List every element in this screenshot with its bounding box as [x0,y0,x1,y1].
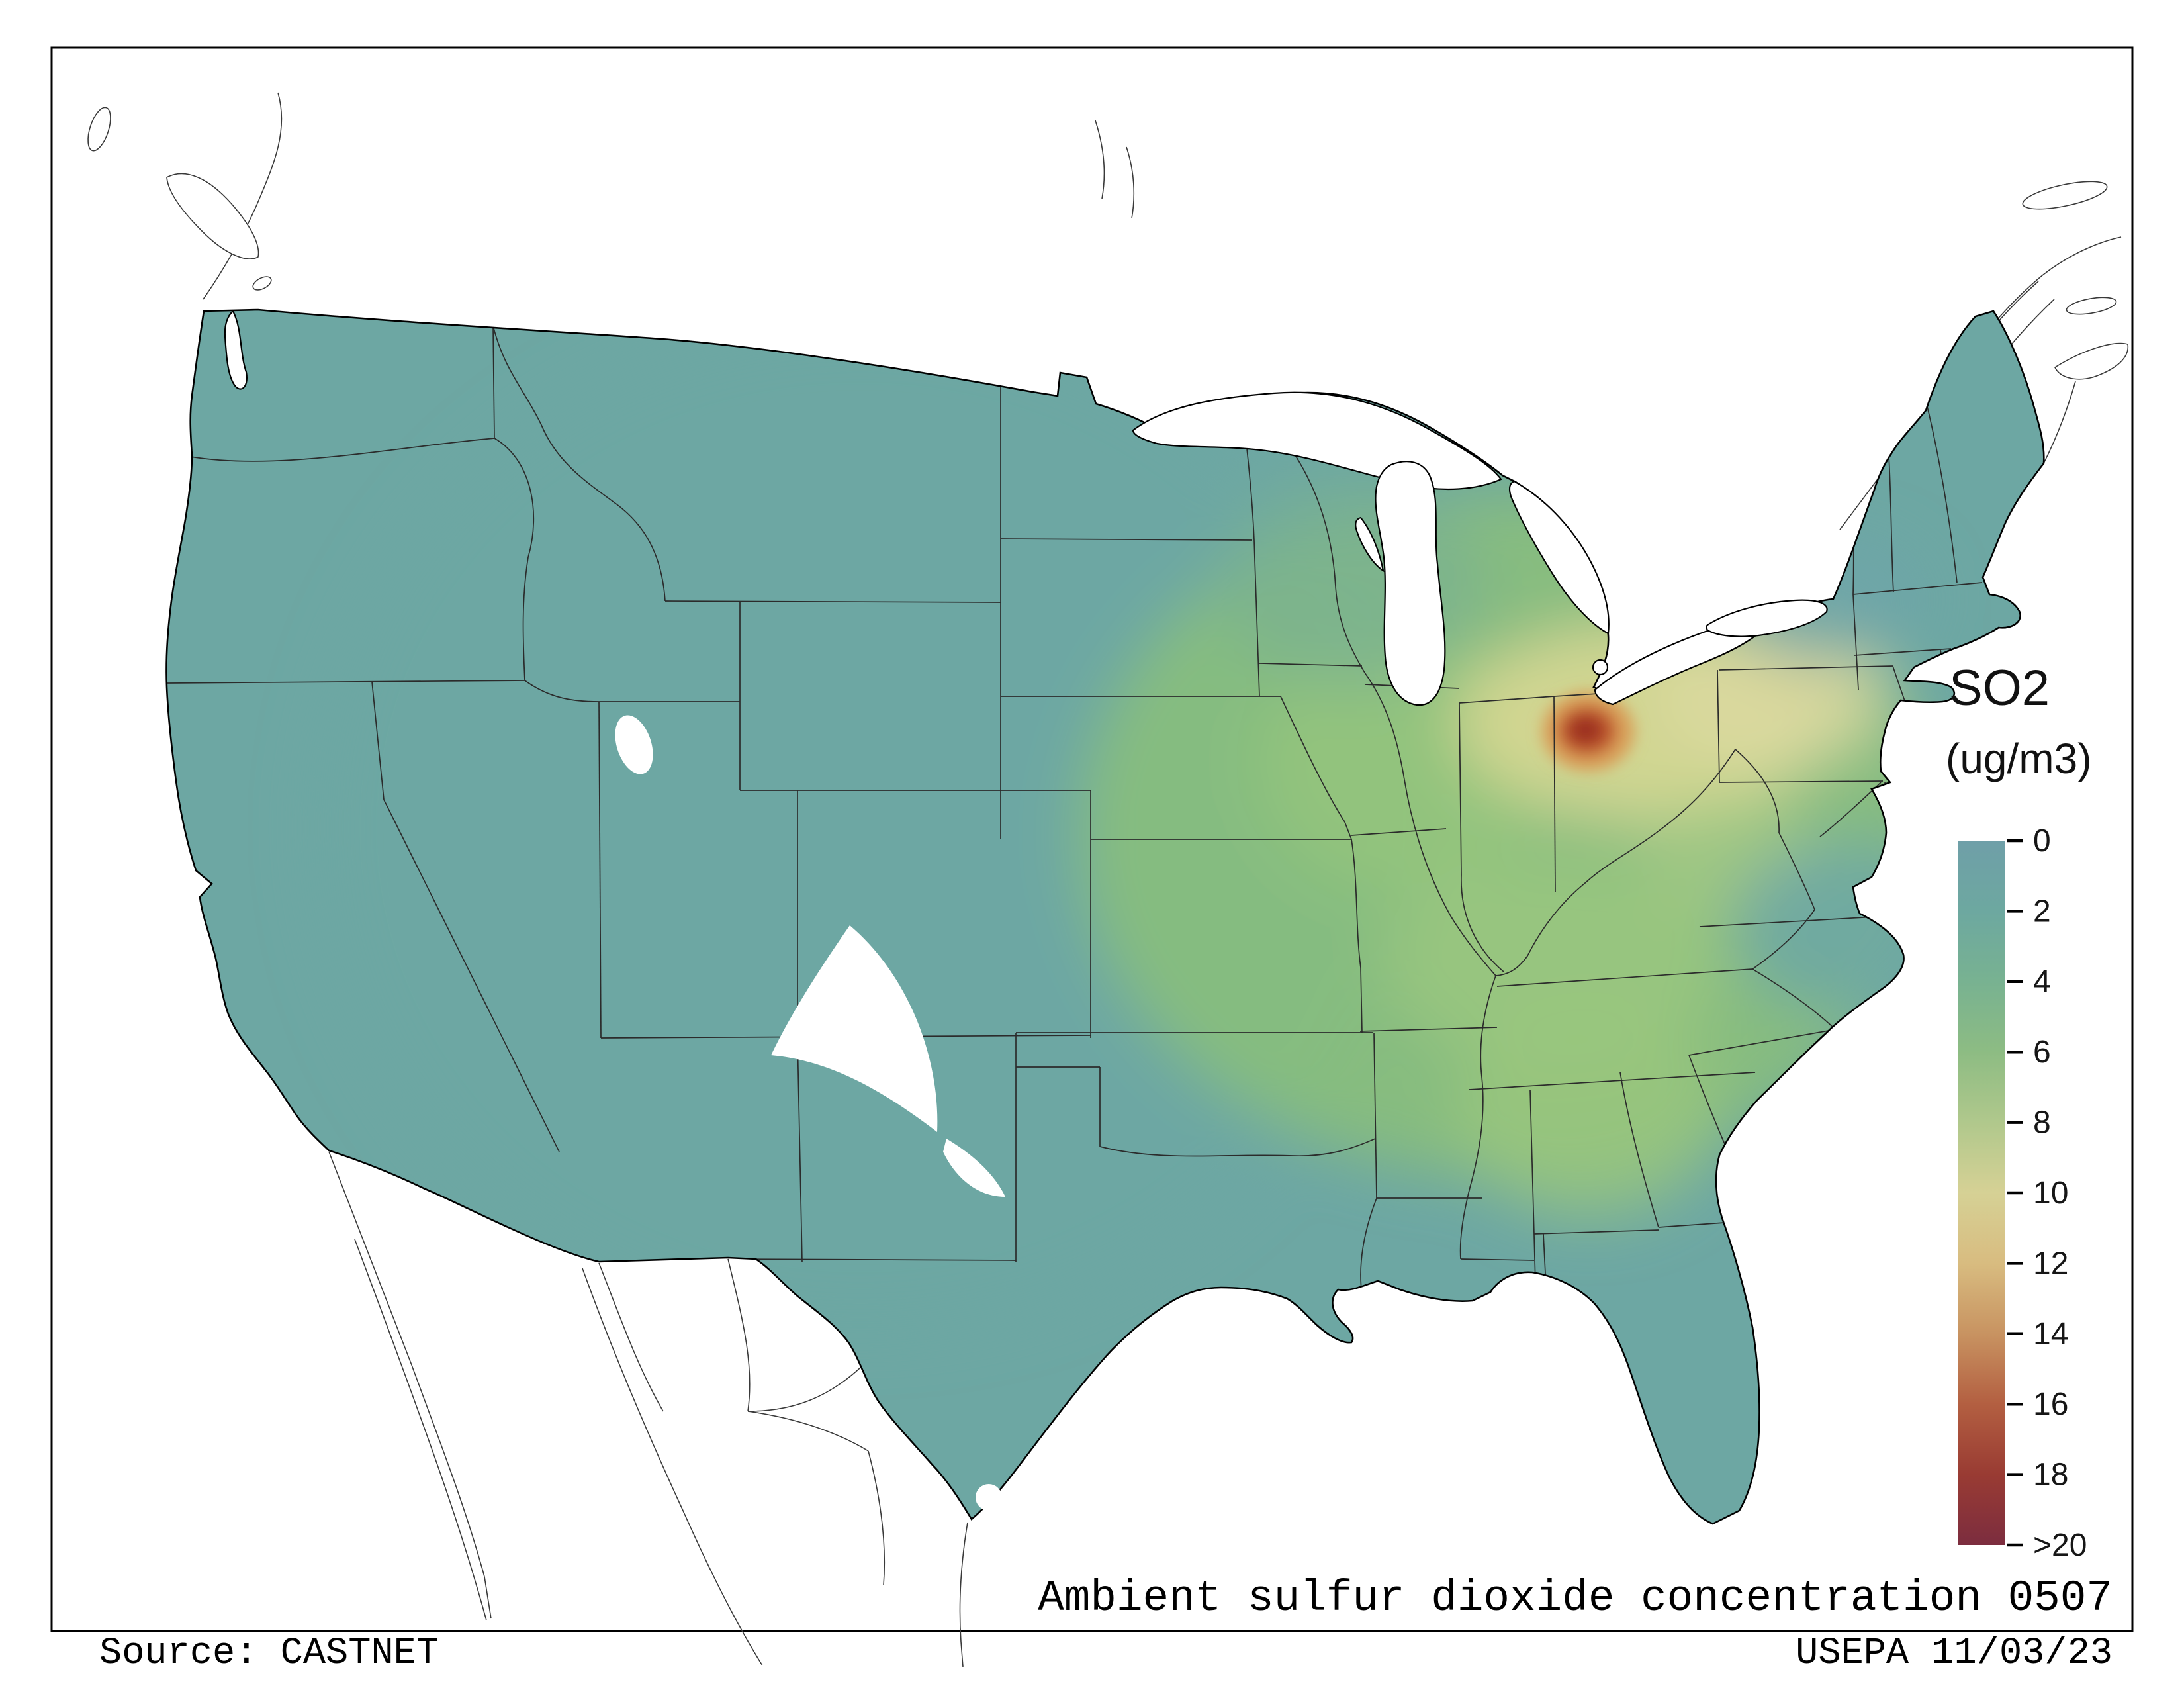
state-borders [166,325,1983,1295]
lake-ontario [1706,599,1828,637]
legend-tick-label: 0 [2033,823,2051,859]
legend-colorbar [1958,841,2005,1545]
legend-tick-label: 8 [2033,1105,2051,1141]
lake-huron [1508,480,1610,635]
agency-date-label: USEPA 11/03/23 [1796,1632,2113,1675]
great-lakes [224,310,1828,774]
legend-tick-label: 12 [2033,1246,2068,1281]
lake-st-clair [1592,659,1609,676]
mexico-outline [328,1151,968,1667]
figure-title: Ambient sulfur dioxide concentration 050… [1038,1573,2113,1623]
green-bay [1355,516,1385,573]
legend: SO2 (ug/m3) 0 2 4 6 8 10 12 14 16 18 >20 [1946,660,2092,1563]
hotspot-core [1569,716,1603,745]
legend-tick-label: 16 [2033,1387,2068,1422]
no-data-regions [771,925,1005,1511]
surface-blobs [318,324,1959,1331]
legend-title: SO2 [1949,660,2050,716]
hotspot [1542,692,1635,771]
legend-ticks: 0 2 4 6 8 10 12 14 16 18 >20 [2007,823,2087,1563]
legend-tick-label: 14 [2033,1317,2068,1352]
lake-erie [1594,619,1768,706]
legend-tick-label: 4 [2033,964,2051,1000]
legend-tick-label: 18 [2033,1458,2068,1493]
source-label: Source: CASTNET [99,1632,439,1675]
puget-sound [224,310,248,390]
legend-units: (ug/m3) [1946,735,2092,782]
legend-tick-label: 2 [2033,894,2051,929]
great-salt-lake [615,715,653,774]
lake-michigan [1375,461,1446,706]
legend-tick-label: >20 [2033,1528,2087,1563]
legend-tick-label: 6 [2033,1035,2051,1070]
so2-surface [166,310,2044,1524]
frame-border [50,46,2134,1632]
legend-tick-label: 10 [2033,1176,2068,1211]
